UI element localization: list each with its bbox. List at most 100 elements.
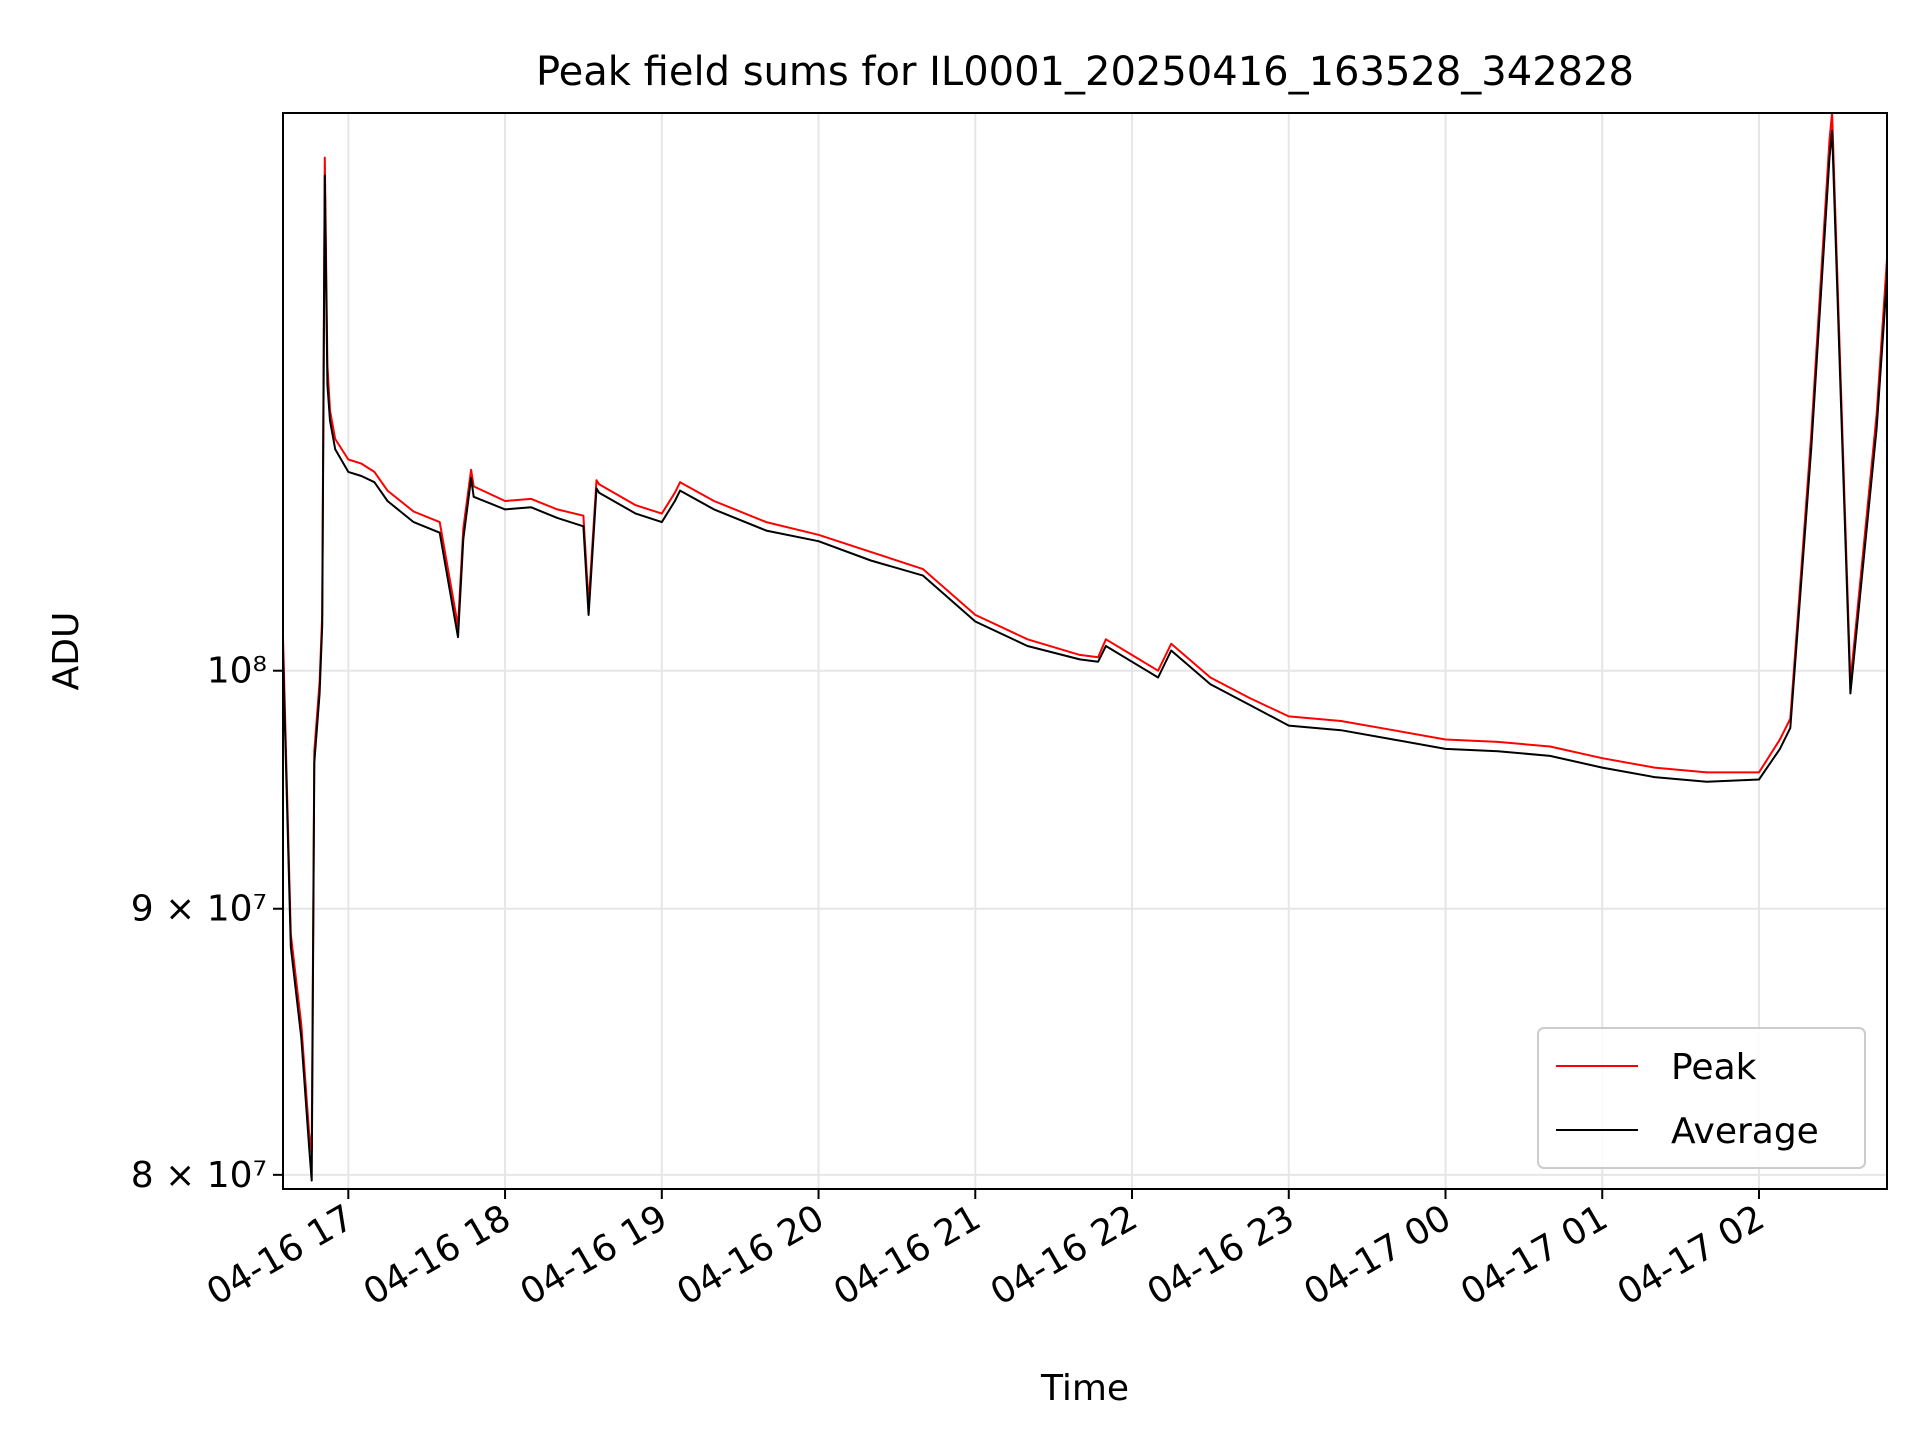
series-point-average [1705,781,1708,783]
series-point-average [470,477,472,479]
series-point-average [556,517,559,519]
series-point-average [582,525,585,528]
series-point-average [318,692,321,695]
legend-box [1537,1027,1866,1169]
series-point-peak [817,534,820,536]
series-point-peak [661,512,663,515]
series-point-peak [870,551,872,553]
series-point-average [300,1037,303,1039]
series-point-peak [713,500,715,502]
series-point-peak [598,483,600,486]
series-point-average [1875,428,1878,430]
series-point-average [1601,766,1604,769]
series-point-average [1831,129,1833,132]
series-point-peak [582,514,585,517]
series-point-peak [438,521,441,523]
series-point-average [1079,658,1081,661]
legend-label-peak: Peak [1671,1047,1757,1088]
series-point-peak [634,504,637,507]
series-point-peak [334,438,337,440]
series-point-average [1653,776,1656,778]
series-point-average [1810,448,1812,451]
series-point-peak [922,568,924,570]
series-point-peak [595,479,598,482]
series-point-average [530,506,532,509]
series-point-peak [974,614,977,616]
series-point-average [412,521,415,523]
series-point-average [679,489,681,492]
series-point-average [504,508,506,511]
series-point-peak [765,521,768,523]
series-point-average [438,531,441,534]
series-point-peak [1601,757,1604,759]
series-point-average [313,762,316,764]
series-point-peak [1444,738,1447,741]
series-point-average [1340,729,1342,731]
series-point-peak [1340,720,1342,722]
series-point-peak [1105,638,1107,641]
series-point-average [373,481,376,484]
series-point-average [595,487,598,490]
series-point-average [1849,692,1852,695]
series-point-peak [373,471,376,473]
series-point-average [713,508,715,511]
plot-area-frame [282,112,1888,1190]
series-point-average [321,625,324,627]
y-tick-label: 8 × 10⁷ [131,1155,267,1196]
series-point-average [765,529,768,532]
series-point-average [290,945,292,948]
series-point-average [1157,676,1159,679]
series-point-average [1549,755,1551,757]
series-point-average [817,540,820,542]
series-point-average [310,1179,313,1182]
series-point-peak [412,510,415,513]
series-point-average [1209,683,1212,686]
series-point-average [587,614,590,616]
series-point-peak [1288,715,1290,718]
series-point-average [1392,738,1395,741]
x-axis-label: Time [1040,1368,1129,1409]
series-point-peak [530,498,532,500]
series-point-average [1026,645,1029,647]
grid-lines [283,113,1887,1189]
series-point-average [1828,156,1831,159]
series-point-peak [347,458,350,461]
series-lines [282,112,1888,1182]
series-point-peak [1497,741,1499,743]
series-point-peak [1549,745,1551,748]
series-point-average [1758,778,1760,781]
series-point-average [1497,750,1499,752]
series-point-average [457,636,459,638]
series-point-peak [1157,669,1159,672]
series-point-peak [386,489,389,492]
series-point-peak [504,500,506,502]
series-point-peak [1248,697,1251,699]
series-point-average [674,500,676,502]
series-point-peak [679,481,681,484]
series-point-average [1170,649,1172,652]
series-point-average [326,383,329,386]
legend-label-average: Average [1671,1111,1819,1152]
y-tick-label: 9 × 10⁷ [131,889,267,930]
series-point-average [922,574,924,577]
series-point-peak [556,508,559,511]
series-point-peak [470,469,472,471]
series-point-peak [300,1023,303,1026]
series-point-average [634,512,637,515]
series-point-peak [1828,138,1831,141]
series-point-average [1444,748,1447,750]
series-point-average [974,620,977,623]
series-point-average [1248,704,1251,706]
series-point-average [870,559,872,562]
series-point-peak [1392,729,1395,731]
series-point-peak [1170,643,1172,645]
series-point-peak [1653,766,1656,769]
series-point-average [334,448,337,451]
series-point-average [661,521,663,523]
series-point-average [386,500,389,502]
series-point-average [598,491,600,494]
y-axis-label: ADU [46,612,87,691]
